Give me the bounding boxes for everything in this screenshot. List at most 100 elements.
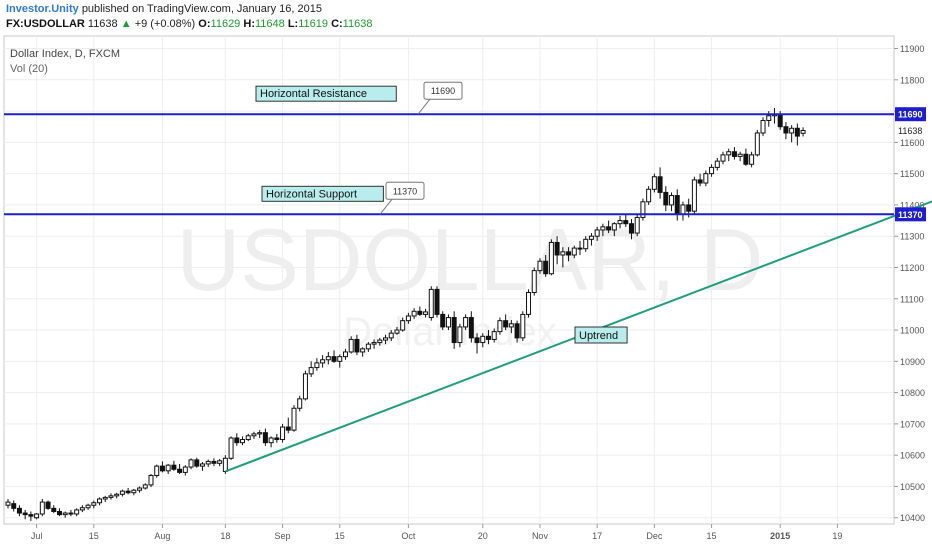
candle [588,233,594,246]
candle [5,498,11,509]
candle-body-up [337,356,343,362]
candle-body-up [131,489,137,494]
candle-body-up [74,509,80,515]
support-callout-box[interactable] [385,181,425,200]
candle-body-up [594,229,600,237]
candle-body-down [514,323,520,339]
candle [434,286,440,318]
resistance-callout-box[interactable] [423,81,463,100]
support-label-box[interactable] [261,185,384,202]
y-tick-label: 10400 [900,513,925,523]
resistance-label-box[interactable] [255,85,397,102]
candle [302,370,308,401]
candle [428,286,434,321]
candle [91,500,97,509]
candle-body-down [731,151,737,157]
x-tick-label: 15 [89,531,99,541]
candle [97,497,103,506]
candle-body-down [211,460,217,464]
candle-body-up [508,323,514,328]
candle [485,330,491,345]
candle [794,123,800,146]
candle [131,488,137,496]
candle [51,505,57,514]
candle-body-up [39,501,45,515]
candle-body-up [709,166,715,175]
candle [669,192,675,212]
price-mark-box [895,207,926,222]
candle-body-up [320,359,326,364]
support-callout-value: 11370 [393,186,417,196]
candle-body-up [463,317,469,328]
candle [697,173,703,187]
candle [137,486,143,493]
candle-body-up [365,343,371,350]
candle [423,308,429,318]
candle-body-up [789,127,795,134]
candle-body-up [634,216,640,234]
x-tick-label: 20 [478,531,488,541]
candle-body-down [354,338,360,353]
plot-area[interactable] [3,35,895,525]
open-label: O: [198,18,211,30]
candle [331,350,337,363]
candle [783,122,789,140]
candle-body-up [348,338,354,353]
last-price: 11638 [87,18,118,30]
candle-body-up [405,315,411,322]
candle [45,500,51,510]
candle [468,311,474,343]
y-tick-label: 10500 [900,482,925,492]
candle-body-up [199,463,205,467]
x-tick-label: Dec [646,531,663,541]
publisher-link[interactable]: Investor.Unity [6,3,79,15]
candle-body-up [314,362,320,369]
candle [405,312,411,324]
price-mark-box [895,107,926,122]
candle [262,428,268,446]
symbol[interactable]: FX:USDOLLAR [6,18,85,30]
resistance-callout-pointer [417,98,431,115]
candle-body-down [56,510,62,516]
candle-body-down [554,241,560,256]
x-tick-label: Sep [275,531,291,541]
candle [325,351,331,365]
y-tick-label: 11200 [900,263,924,273]
candle [760,117,766,137]
candle [360,347,366,357]
x-tick-label: Aug [154,531,170,541]
candle [22,509,28,520]
candle [457,323,463,348]
candle-body-up [726,151,732,156]
candle [628,219,634,240]
candle-body-down [503,320,509,328]
candle-body-up [548,241,554,275]
uptrend-label-box[interactable] [574,326,628,344]
candle-body-up [240,439,246,444]
candle-body-down [51,507,57,512]
candle [526,289,532,318]
candle-body-up [571,247,577,256]
candle-body-up [428,288,434,319]
price-change: +9 (+0.08%) [134,18,196,30]
candle [377,337,383,346]
y-tick-label: 10900 [900,357,925,367]
candle [188,458,194,470]
candle-body-up [754,132,760,156]
candle-body-up [114,493,120,497]
x-axis: Jul 15 Aug 18 Sep 15 Oct 20 Nov 17 Dec 15 2015 19 [31,524,842,541]
candle [474,333,480,354]
candle [606,220,612,234]
candle-body-up [411,310,417,317]
y-tick-label: 11000 [900,326,924,336]
candle [348,336,354,354]
candle [634,214,640,237]
candle-body-up [445,317,451,328]
candle-body-up [251,433,257,437]
candle-body-down [194,459,200,467]
candle-body-up [480,335,486,344]
candle-body-up [669,195,675,206]
candle-body-up [720,154,726,162]
candle [543,254,549,277]
